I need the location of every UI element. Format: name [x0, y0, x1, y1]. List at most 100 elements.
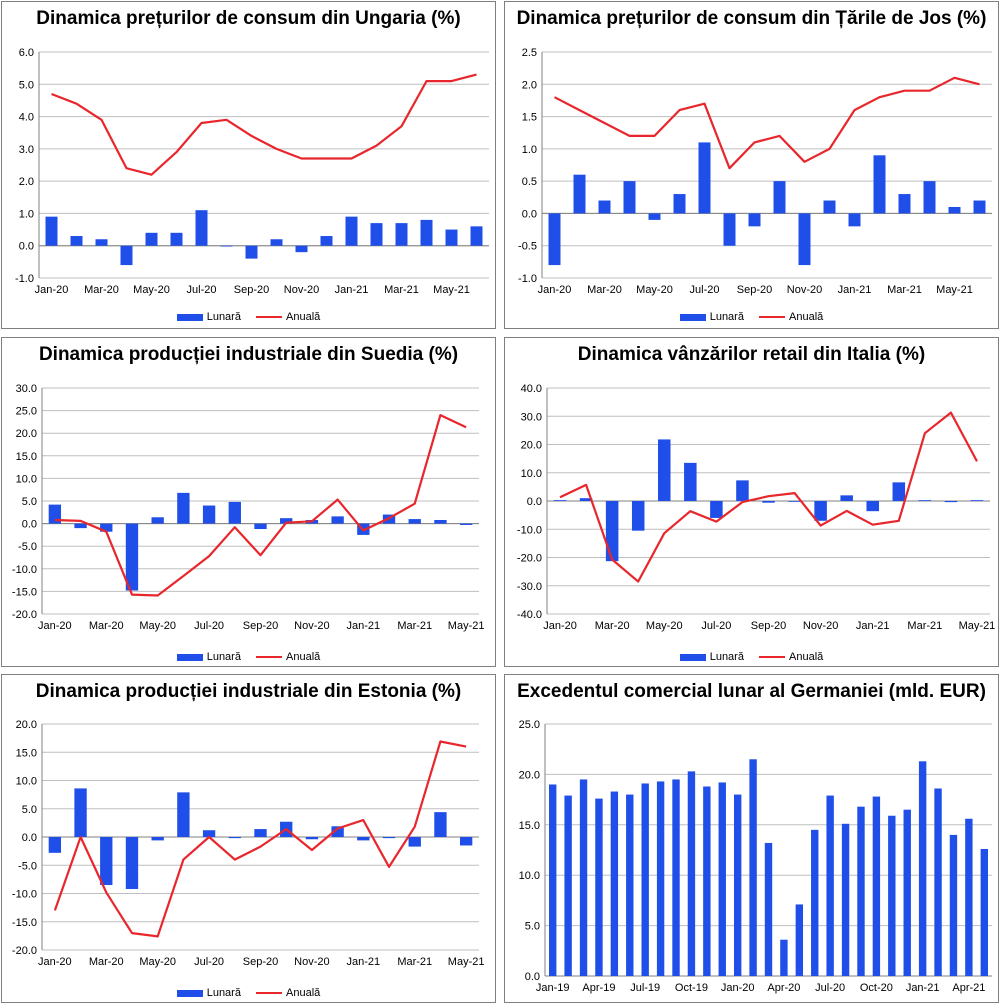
- bar-Oct-20: [270, 239, 283, 246]
- x-tick-label: May-20: [139, 956, 176, 968]
- bar-May-21: [980, 848, 988, 976]
- bar-Jun-20: [673, 194, 686, 214]
- y-tick-label: 30.0: [521, 411, 542, 423]
- y-tick-label: 0.0: [22, 519, 37, 531]
- bar-Feb-19: [564, 795, 572, 976]
- bar-May-20: [145, 232, 158, 246]
- y-tick-label: 20.0: [16, 719, 37, 731]
- y-tick-label: -5.0: [18, 860, 37, 872]
- x-tick-label: Jul-20: [690, 284, 720, 296]
- bar-Sep-20: [254, 523, 267, 530]
- x-tick-label: Jan-20: [543, 620, 577, 632]
- y-tick-label: -1.0: [15, 273, 34, 285]
- y-tick-label: 40.0: [521, 383, 542, 395]
- bar-Jul-20: [710, 501, 723, 518]
- bar-Jul-19: [641, 783, 649, 976]
- legend-line-swatch: [759, 656, 786, 659]
- bar-Jun-20: [811, 829, 819, 976]
- bar-Feb-21: [934, 788, 942, 976]
- bar-Jun-21: [470, 226, 483, 246]
- x-tick-label: Jan-21: [838, 284, 872, 296]
- legend-item-annual: Anuală: [256, 651, 320, 663]
- y-tick-label: 0.0: [22, 832, 37, 844]
- legend-item-monthly: Lunară: [176, 987, 241, 999]
- bar-Apr-21: [944, 501, 958, 503]
- legend-item-monthly: Lunară: [176, 311, 241, 323]
- chart-panel-italy-retail: Dinamica vânzărilor retail din Italia (%…: [504, 337, 999, 667]
- bar-Feb-20: [573, 174, 586, 214]
- bar-Jan-20: [733, 794, 742, 976]
- x-tick-label: May-21: [448, 620, 485, 632]
- bar-Sep-20: [762, 501, 775, 503]
- legend-label-annual: Anuală: [789, 311, 824, 323]
- legend-item-annual: Anuală: [759, 311, 823, 323]
- bar-Mar-21: [395, 223, 408, 246]
- legend-bar-swatch: [176, 313, 203, 321]
- bar-Mar-19: [579, 779, 588, 976]
- y-tick-label: 1.0: [522, 144, 537, 156]
- bar-Nov-20: [798, 213, 811, 266]
- bar-Dec-20: [840, 495, 853, 501]
- chart-title: Dinamica producției industriale din Sued…: [38, 344, 459, 365]
- bar-May-21: [445, 229, 458, 246]
- y-tick-label: 20.0: [16, 428, 37, 440]
- bar-May-21: [459, 837, 473, 846]
- y-tick-label: 25.0: [16, 406, 37, 418]
- x-tick-label: Sep-20: [243, 956, 278, 968]
- y-tick-label: 30.0: [16, 383, 37, 395]
- y-tick-label: -20.0: [12, 609, 37, 621]
- chart-plot: 0.0 5.0 10.0 15.0 20.0 25.0 Jan-19 Apr-19 Jul-19…: [519, 719, 992, 994]
- bar-Dec-20: [331, 826, 344, 837]
- bar-Jan-21: [848, 213, 861, 227]
- bar-Jan-21: [345, 216, 358, 246]
- bar-Feb-20: [74, 788, 87, 837]
- x-tick-label: Oct-20: [860, 982, 893, 994]
- bar-May-20: [151, 517, 164, 524]
- bar-Jan-20: [553, 500, 567, 501]
- y-tick-label: 3.0: [19, 144, 34, 156]
- y-tick-label: -15.0: [12, 917, 37, 929]
- x-tick-label: Nov-20: [294, 956, 329, 968]
- y-tick-label: -15.0: [12, 586, 37, 598]
- y-tick-label: 5.0: [19, 79, 34, 91]
- y-tick-label: -1.0: [518, 273, 537, 285]
- bar-Apr-20: [780, 939, 788, 976]
- bar-Sep-19: [672, 779, 680, 976]
- x-tick-label: May-20: [636, 284, 673, 296]
- chart-panel-sweden-industrial: Dinamica producției industriale din Sued…: [1, 337, 496, 667]
- legend-item-annual: Anuală: [256, 987, 320, 999]
- x-tick-label: May-20: [133, 284, 170, 296]
- y-tick-label: 0.0: [522, 208, 537, 220]
- bar-Oct-20: [280, 518, 293, 524]
- legend-item-annual: Anuală: [256, 311, 320, 323]
- x-tick-label: Jan-20: [721, 982, 755, 994]
- bar-Apr-20: [631, 501, 645, 531]
- chart-plot: -20.0 -15.0 -10.0 -5.0 0.0 5.0 10.0 15.0 20.0 Jan…: [12, 719, 485, 968]
- bar-Mar-20: [605, 501, 619, 562]
- y-tick-label: 5.0: [525, 921, 540, 933]
- x-tick-label: May-21: [448, 956, 485, 968]
- bar-Jan-20: [48, 504, 62, 524]
- bar-Dec-20: [320, 236, 333, 246]
- bar-Apr-20: [623, 181, 636, 214]
- x-tick-label: Mar-21: [397, 956, 432, 968]
- x-tick-label: Jan-21: [906, 982, 940, 994]
- x-tick-label: Nov-20: [803, 620, 838, 632]
- x-tick-label: Jul-19: [630, 982, 660, 994]
- bar-Apr-21: [923, 181, 936, 214]
- bar-May-20: [658, 439, 671, 501]
- bar-Jul-20: [826, 795, 834, 976]
- legend-label-monthly: Lunară: [206, 651, 241, 663]
- y-tick-label: 2.0: [19, 176, 34, 188]
- bar-May-21: [948, 206, 961, 214]
- x-tick-label: Jul-20: [815, 982, 845, 994]
- legend-line-swatch: [256, 992, 283, 995]
- y-tick-label: -10.0: [517, 524, 542, 536]
- x-tick-label: Oct-19: [675, 982, 708, 994]
- bar-Mar-21: [898, 194, 911, 214]
- x-tick-label: Mar-20: [84, 284, 119, 296]
- y-tick-label: 4.0: [19, 112, 34, 124]
- x-tick-label: Mar-20: [595, 620, 630, 632]
- chart-title: Dinamica producției industriale din Esto…: [35, 681, 462, 702]
- legend-label-annual: Anuală: [789, 651, 824, 663]
